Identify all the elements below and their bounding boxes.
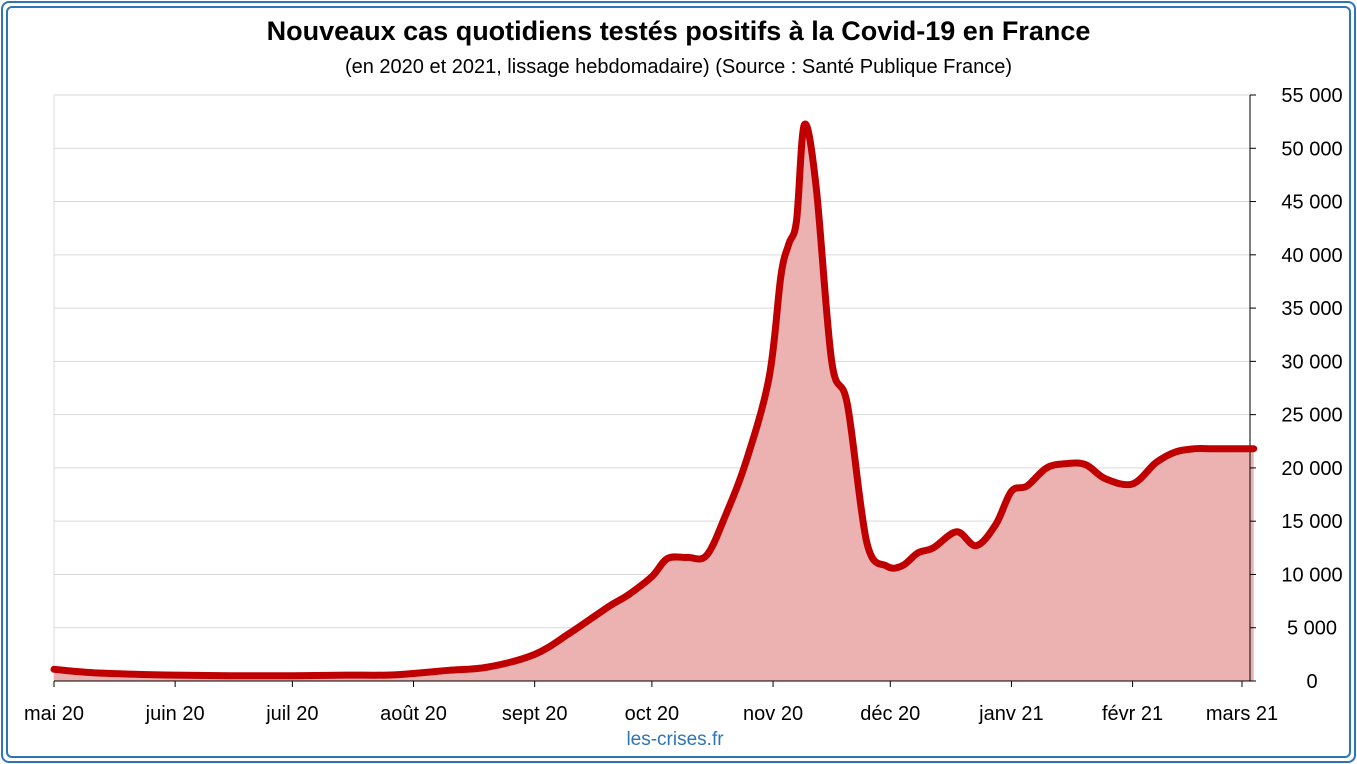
x-tick-label: nov 20: [743, 703, 803, 725]
x-tick-label: juin 20: [145, 703, 205, 725]
x-tick-label: août 20: [380, 703, 447, 725]
line-layer: [50, 120, 1258, 680]
x-tick-label: janv 21: [978, 703, 1044, 725]
y-tick-label: 45 000: [1281, 192, 1342, 214]
y-tick-label: 0: [1306, 671, 1317, 693]
series-area: [54, 124, 1254, 681]
inner-frame: [6, 6, 1351, 758]
x-tick-label: oct 20: [625, 703, 679, 725]
y-tick-label: 10 000: [1281, 564, 1342, 586]
y-tick-label: 50 000: [1281, 138, 1342, 160]
y-tick-label: 40 000: [1281, 245, 1342, 267]
x-tick-label: mai 20: [24, 703, 84, 725]
x-tick-label: mars 21: [1206, 703, 1278, 725]
chart-subtitle: (en 2020 et 2021, lissage hebdomadaire) …: [344, 56, 1013, 78]
x-tick-label: juil 20: [265, 703, 318, 725]
x-tick-label: sept 20: [502, 703, 568, 725]
area-layer: [54, 124, 1254, 681]
y-tick-label: 15 000: [1281, 511, 1342, 533]
x-tick-label: déc 20: [860, 703, 920, 725]
y-tick-label: 30 000: [1281, 351, 1342, 373]
y-tick-label: 5 000: [1287, 618, 1337, 640]
series-line: [50, 120, 1258, 680]
x-tick-label: févr 21: [1102, 703, 1163, 725]
tick-labels: 0 5 000 10 000 15 000 20 000 25 000 30 000 35 0…: [24, 85, 1343, 725]
y-tick-label: 35 000: [1281, 298, 1342, 320]
chart-title: Nouveaux cas quotidiens testés positifs …: [266, 16, 1091, 46]
axes: [53, 94, 1256, 687]
y-tick-label: 20 000: [1281, 458, 1342, 480]
y-tick-label: 25 000: [1281, 405, 1342, 427]
source-credit[interactable]: les-crises.fr: [626, 729, 724, 750]
y-tick-label: 55 000: [1281, 85, 1342, 107]
